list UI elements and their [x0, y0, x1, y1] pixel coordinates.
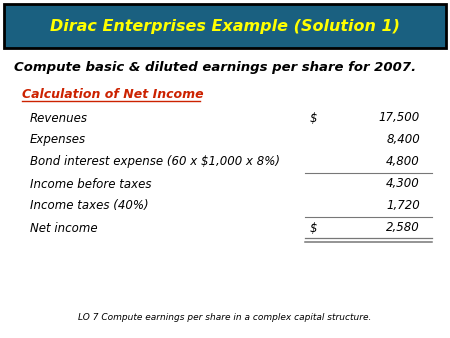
- Bar: [4, 4, 446, 48]
- Text: Compute basic & diluted earnings per share for 2007.: Compute basic & diluted earnings per sha…: [14, 61, 416, 73]
- Text: Net income: Net income: [30, 221, 98, 235]
- Text: Calculation of Net Income: Calculation of Net Income: [22, 88, 203, 100]
- Text: 4,300: 4,300: [386, 177, 420, 191]
- Text: 4,800: 4,800: [386, 155, 420, 169]
- Text: LO 7 Compute earnings per share in a complex capital structure.: LO 7 Compute earnings per share in a com…: [78, 314, 372, 322]
- Text: 17,500: 17,500: [379, 112, 420, 124]
- Text: Bond interest expense (60 x $1,000 x 8%): Bond interest expense (60 x $1,000 x 8%): [30, 155, 280, 169]
- Text: Revenues: Revenues: [30, 112, 88, 124]
- Text: $: $: [310, 221, 318, 235]
- Text: 2,580: 2,580: [386, 221, 420, 235]
- Text: Dirac Enterprises Example (Solution 1): Dirac Enterprises Example (Solution 1): [50, 19, 400, 33]
- Text: Income before taxes: Income before taxes: [30, 177, 152, 191]
- Text: Expenses: Expenses: [30, 134, 86, 146]
- Text: 8,400: 8,400: [386, 134, 420, 146]
- Text: 1,720: 1,720: [386, 199, 420, 213]
- Text: $: $: [310, 112, 318, 124]
- Text: Income taxes (40%): Income taxes (40%): [30, 199, 148, 213]
